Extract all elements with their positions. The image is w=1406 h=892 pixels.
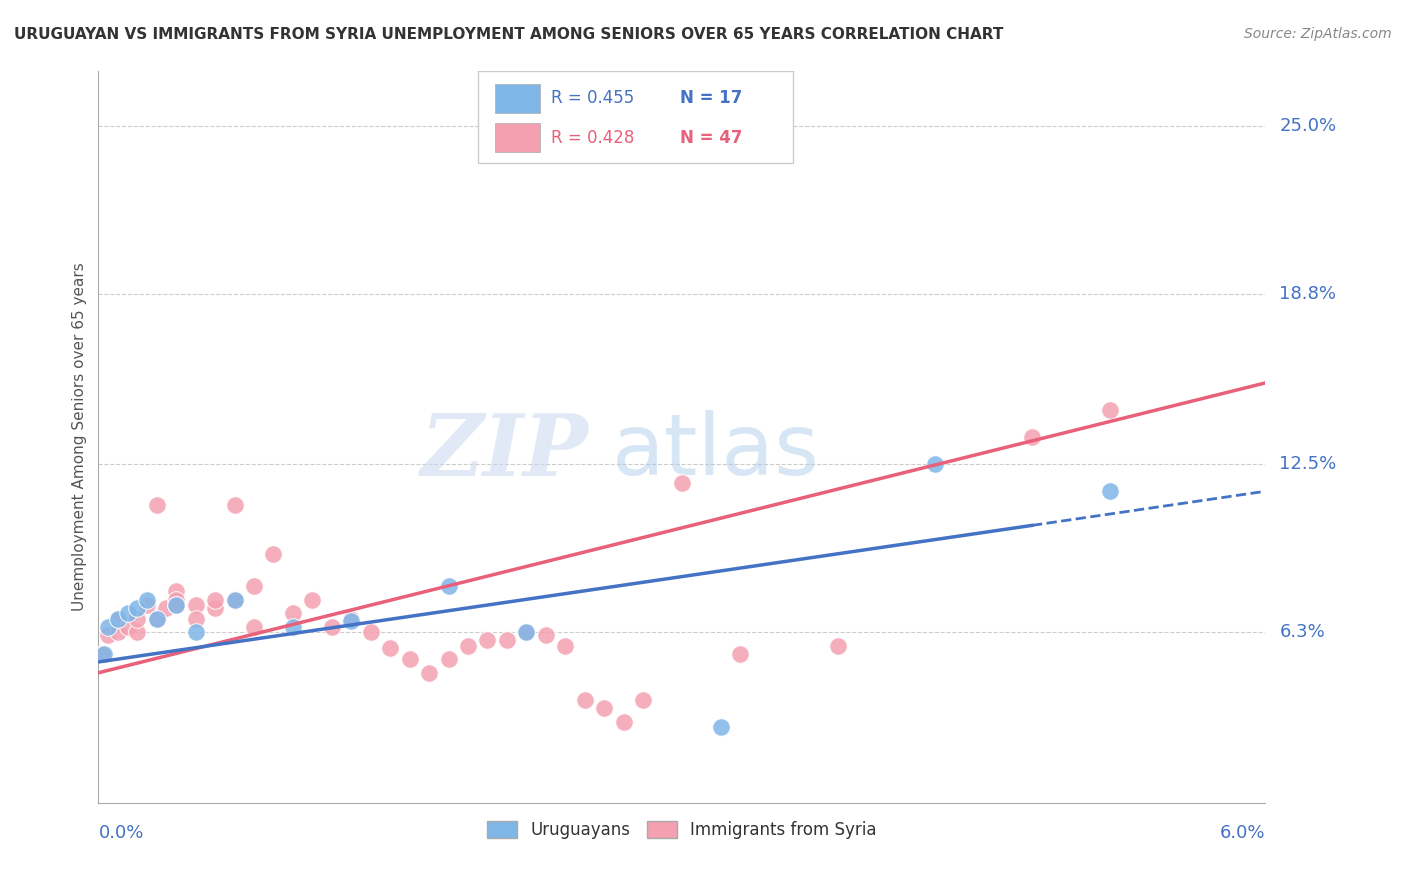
Point [165,598,187,612]
Point [204,600,226,615]
Point [437,579,460,593]
Text: R = 0.428: R = 0.428 [551,128,634,147]
Text: URUGUAYAN VS IMMIGRANTS FROM SYRIA UNEMPLOYMENT AMONG SENIORS OVER 65 YEARS CORR: URUGUAYAN VS IMMIGRANTS FROM SYRIA UNEMP… [14,27,1004,42]
Point [184,598,207,612]
Point [184,625,207,640]
Point [477,633,499,648]
Point [631,693,654,707]
Text: atlas: atlas [612,410,820,493]
Point [165,584,187,599]
Point [155,600,177,615]
Point [107,611,129,625]
Bar [495,123,540,153]
Point [97,628,120,642]
Text: N = 17: N = 17 [679,89,742,107]
Point [418,665,440,680]
Point [301,592,323,607]
Legend: Uruguayans, Immigrants from Syria: Uruguayans, Immigrants from Syria [481,814,883,846]
Point [515,625,537,640]
Text: 0.0%: 0.0% [98,824,143,842]
Point [515,625,537,640]
Text: R = 0.455: R = 0.455 [551,89,634,107]
Point [107,611,129,625]
Point [224,592,246,607]
Point [593,701,616,715]
Point [457,639,479,653]
Point [127,625,149,640]
Point [574,693,596,707]
Text: ZIP: ZIP [420,410,589,493]
Point [730,647,752,661]
Point [97,620,120,634]
Point [91,647,114,661]
Point [165,592,187,607]
Point [1021,430,1043,444]
Point [93,647,115,661]
Point [281,606,304,620]
Point [496,633,519,648]
Point [360,625,382,640]
Point [243,579,266,593]
Point [340,615,363,629]
Text: 25.0%: 25.0% [1279,117,1337,135]
Point [136,598,159,612]
Text: 6.3%: 6.3% [1279,624,1324,641]
Point [117,606,139,620]
Y-axis label: Unemployment Among Seniors over 65 years: Unemployment Among Seniors over 65 years [72,263,87,611]
Point [613,714,636,729]
Point [710,720,733,734]
Bar [495,84,540,113]
Text: 12.5%: 12.5% [1279,455,1337,473]
Point [146,611,169,625]
Point [107,625,129,640]
Point [184,611,207,625]
Text: 18.8%: 18.8% [1279,285,1336,302]
Point [534,628,557,642]
Point [340,611,363,625]
Point [554,639,576,653]
Text: N = 47: N = 47 [679,128,742,147]
Point [321,620,343,634]
Point [146,498,169,512]
FancyBboxPatch shape [478,71,793,163]
Point [243,620,266,634]
Point [281,620,304,634]
Point [136,592,159,607]
Point [165,598,187,612]
Point [924,457,946,471]
Point [380,641,402,656]
Point [224,592,246,607]
Point [117,620,139,634]
Point [398,652,420,666]
Point [827,639,849,653]
Point [1098,403,1121,417]
Point [1098,484,1121,499]
Point [224,498,246,512]
Text: Source: ZipAtlas.com: Source: ZipAtlas.com [1244,27,1392,41]
Text: 6.0%: 6.0% [1220,824,1265,842]
Point [146,611,169,625]
Point [127,600,149,615]
Point [671,476,693,491]
Point [437,652,460,666]
Point [204,592,226,607]
Point [262,547,284,561]
Point [127,611,149,625]
